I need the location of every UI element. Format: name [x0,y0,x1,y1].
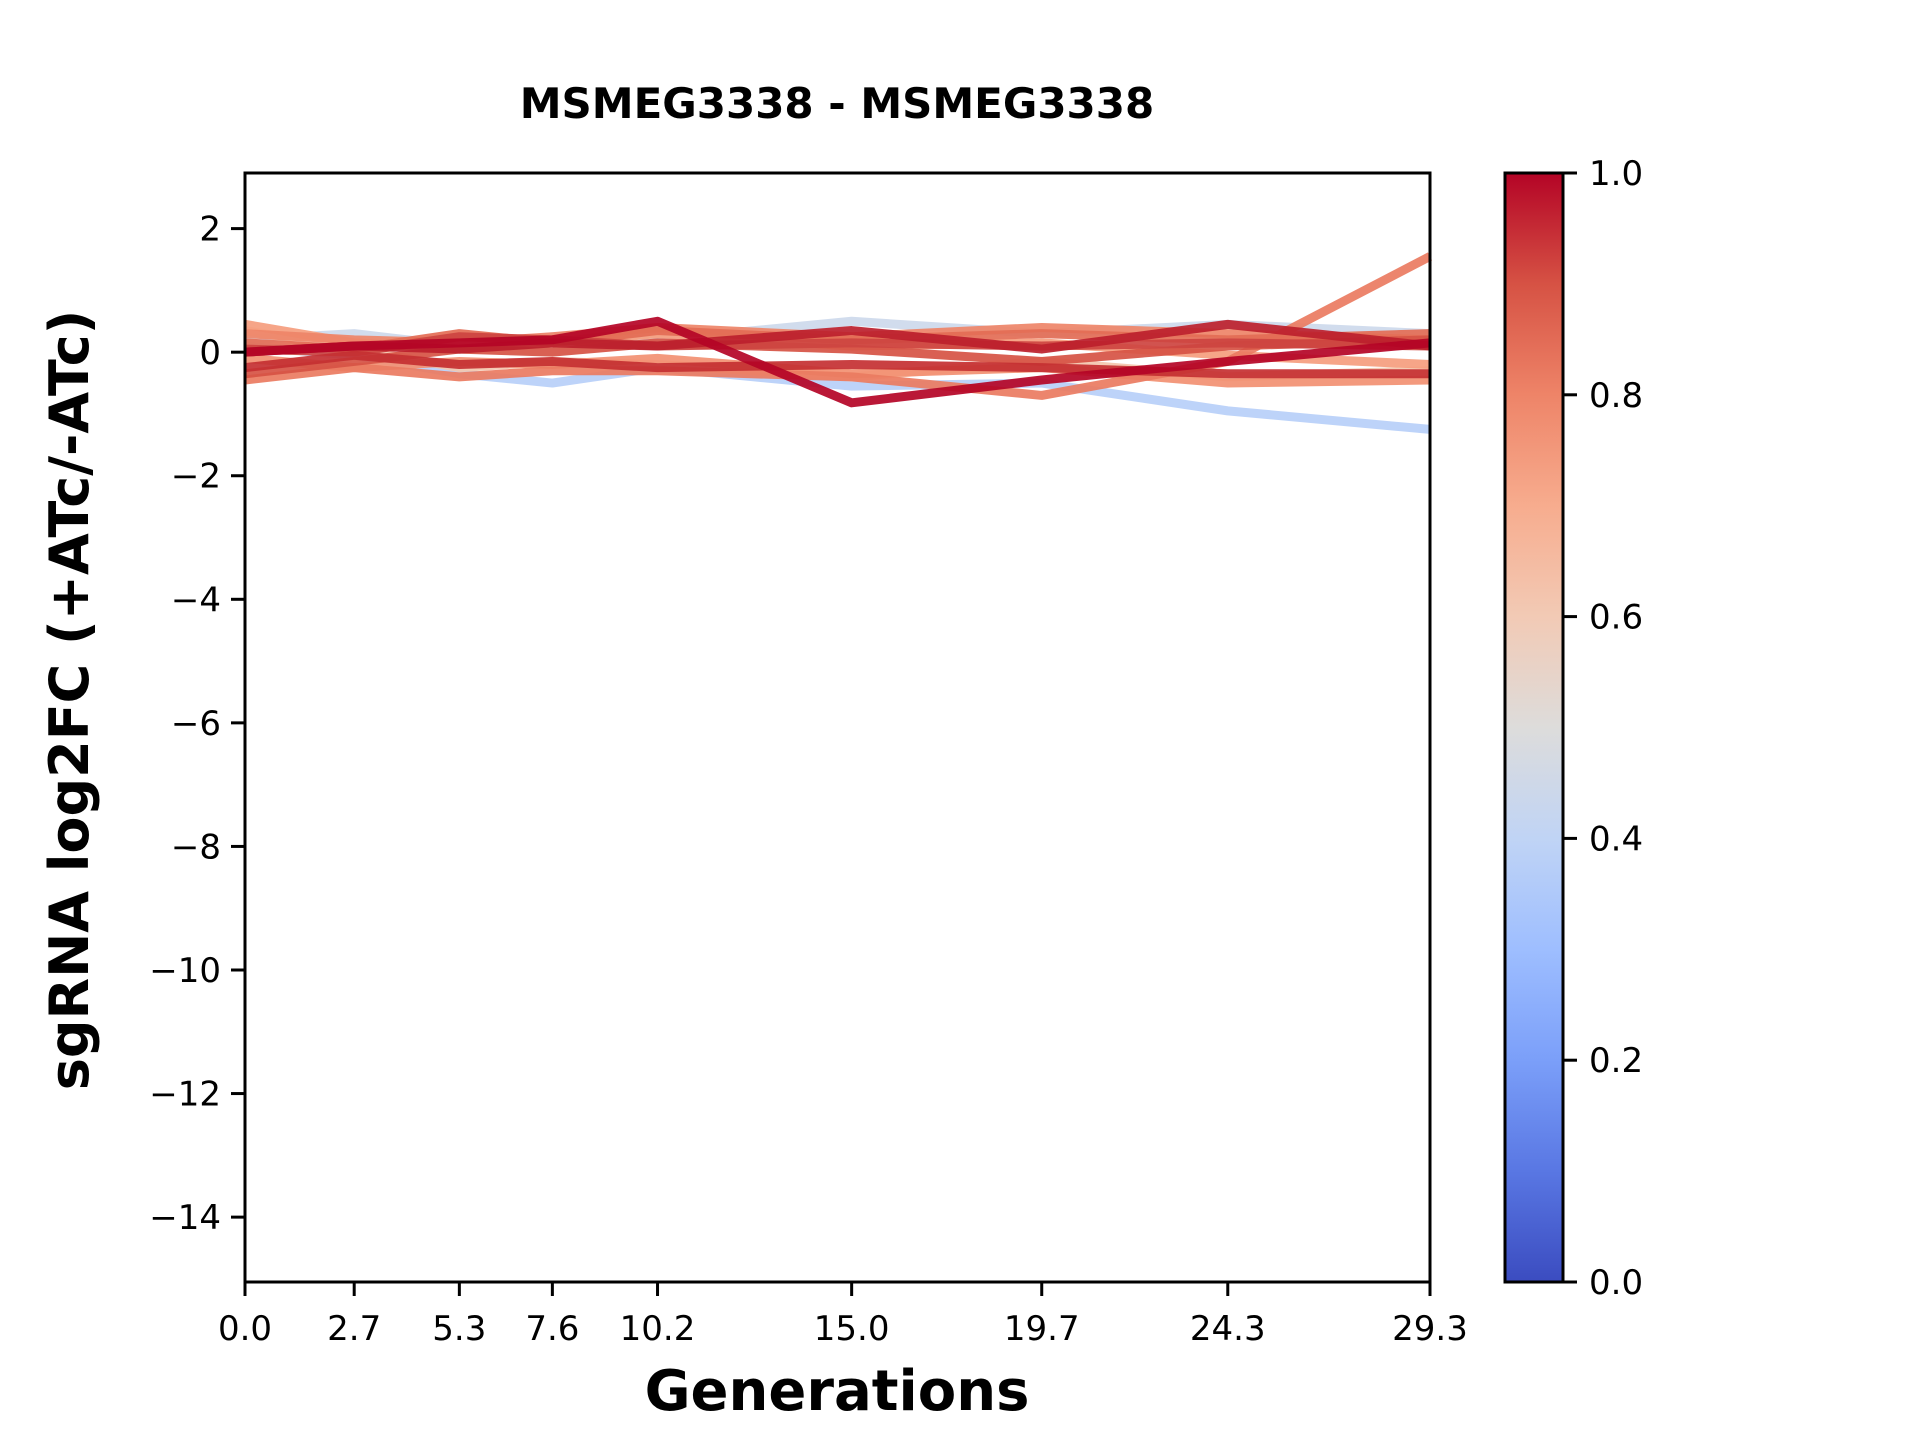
y-tick-label: −12 [149,1075,221,1115]
y-tick-label: −6 [171,704,221,744]
y-tick-label: 2 [199,210,221,250]
traces-layer [244,252,1433,434]
colorbar-tick-label: 0.4 [1589,819,1643,859]
x-tick-label: 2.7 [327,1309,381,1349]
colorbar-tick-label: 1.0 [1589,154,1643,194]
x-tick-label: 7.6 [525,1309,579,1349]
plot-frame [243,171,1432,1284]
sgrna-trace-trace-13 [244,316,1431,408]
y-tick-label: −10 [149,951,221,991]
y-axis-label: sgRNA log2FC (+ATc/-ATc) [38,310,101,1091]
axes-layer: 0.0 2.7 5.3 7.6 10.2 15.0 19.7 24.3 29.3 2 0 −2 −4 −6… [149,171,1468,1349]
colorbar-tick-label: 0.0 [1589,1263,1643,1303]
x-tick-label: 0.0 [218,1309,272,1349]
colorbar-tick-label: 0.6 [1589,598,1643,638]
x-tick-label: 29.3 [1392,1309,1468,1349]
sgrna-trace-trace-05 [244,353,1431,388]
y-tick-label: −8 [171,827,221,867]
y-tick-label: −2 [171,457,221,497]
colorbar [1503,171,1565,1284]
x-tick-label: 19.7 [1004,1309,1080,1349]
x-tick-label: 5.3 [432,1309,486,1349]
colorbar-layer: 0.0 0.2 0.4 0.6 0.8 1.0 [1503,154,1643,1303]
y-tick-label: −4 [171,580,221,620]
colorbar-tick-label: 0.2 [1589,1041,1643,1081]
x-tick-label: 15.0 [814,1309,890,1349]
x-axis-label: Generations [645,1359,1030,1424]
chart-title: MSMEG3338 - MSMEG3338 [520,79,1154,128]
x-tick-label: 10.2 [620,1309,696,1349]
y-tick-label: −14 [149,1198,221,1238]
x-tick-label: 24.3 [1190,1309,1266,1349]
colorbar-tick-label: 0.8 [1589,376,1643,416]
y-tick-label: 0 [199,333,221,373]
